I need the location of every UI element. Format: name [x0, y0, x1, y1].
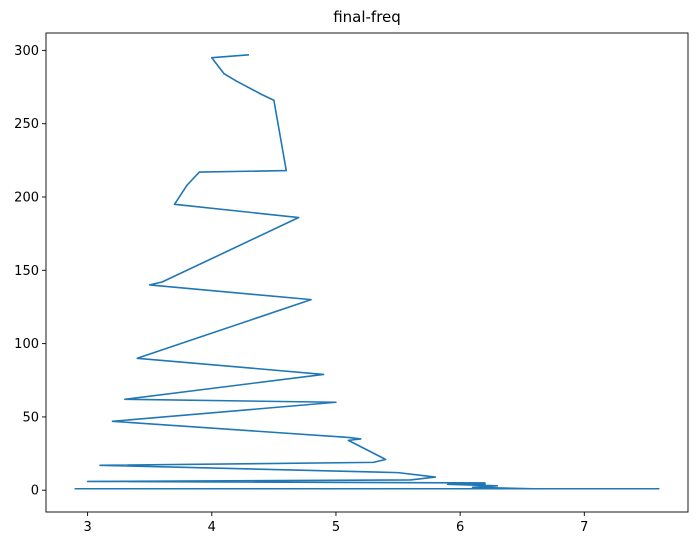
series-line-0	[74, 53, 660, 490]
axes-frame	[45, 32, 689, 513]
x-tick-label: 6	[456, 520, 464, 535]
y-tick-label: 0	[31, 484, 39, 499]
y-tick-label: 200	[14, 190, 39, 205]
x-tick-label: 4	[208, 520, 216, 535]
y-tick-label: 250	[14, 117, 39, 132]
x-tick-label: 3	[83, 520, 91, 535]
chart-title: final-freq	[333, 8, 401, 26]
y-tick-label: 300	[14, 44, 39, 59]
y-tick-label: 100	[14, 337, 39, 352]
x-axis: 3 4 5 6 7	[83, 512, 588, 535]
y-tick-label: 50	[22, 410, 39, 425]
x-tick-label: 5	[332, 520, 340, 535]
y-axis: 0 50 100 150 200 250 300	[14, 44, 46, 499]
plot-area	[45, 32, 689, 513]
x-tick-label: 7	[580, 520, 588, 535]
y-tick-label: 150	[14, 264, 39, 279]
